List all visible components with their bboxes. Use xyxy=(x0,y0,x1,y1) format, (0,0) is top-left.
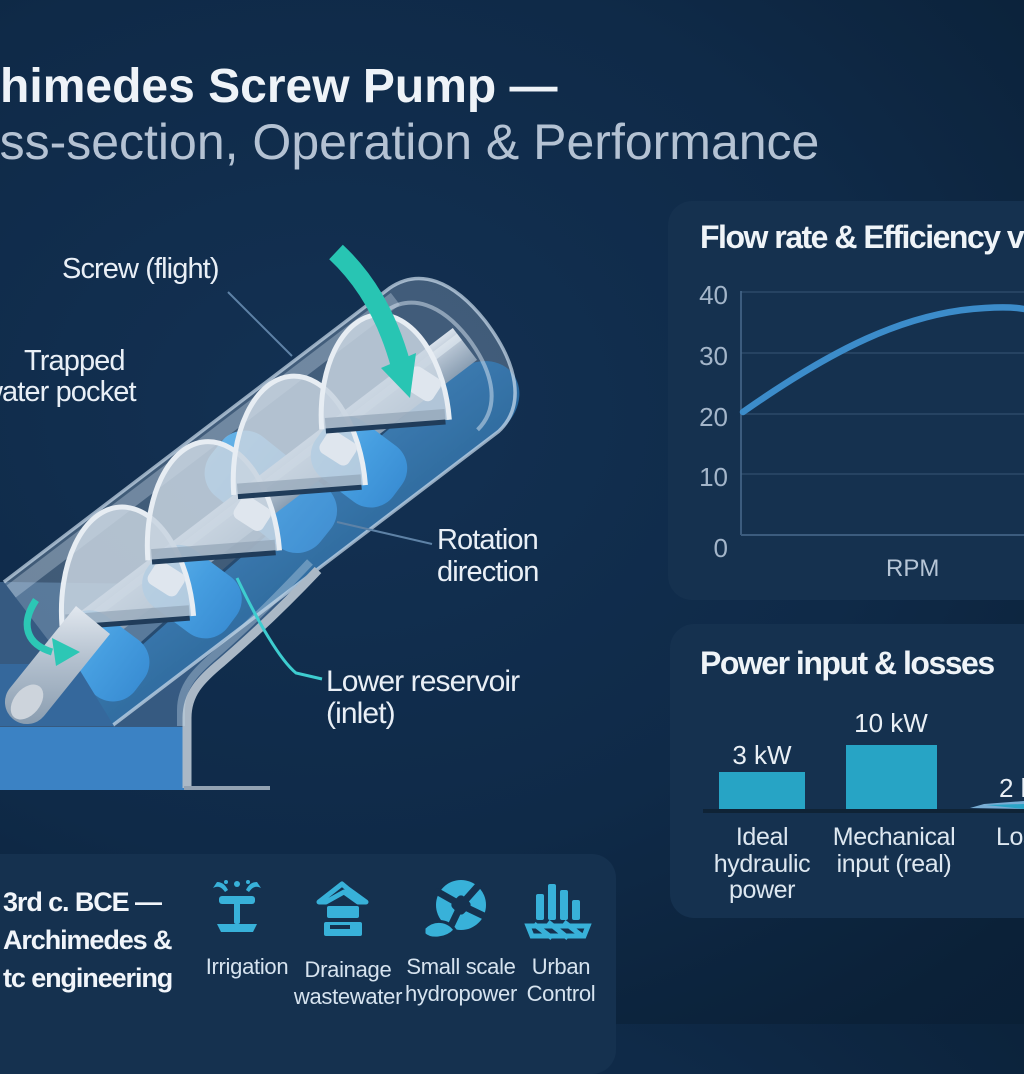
svg-text:(inlet): (inlet) xyxy=(326,697,395,730)
svg-text:Rotation: Rotation xyxy=(437,524,538,556)
svg-text:water pocket: water pocket xyxy=(0,376,136,408)
svg-text:Screw (flight): Screw (flight) xyxy=(62,253,219,285)
svg-text:direction: direction xyxy=(437,556,539,588)
svg-text:Lower reservoir: Lower reservoir xyxy=(326,665,520,698)
svg-text:Trapped: Trapped xyxy=(24,345,125,377)
